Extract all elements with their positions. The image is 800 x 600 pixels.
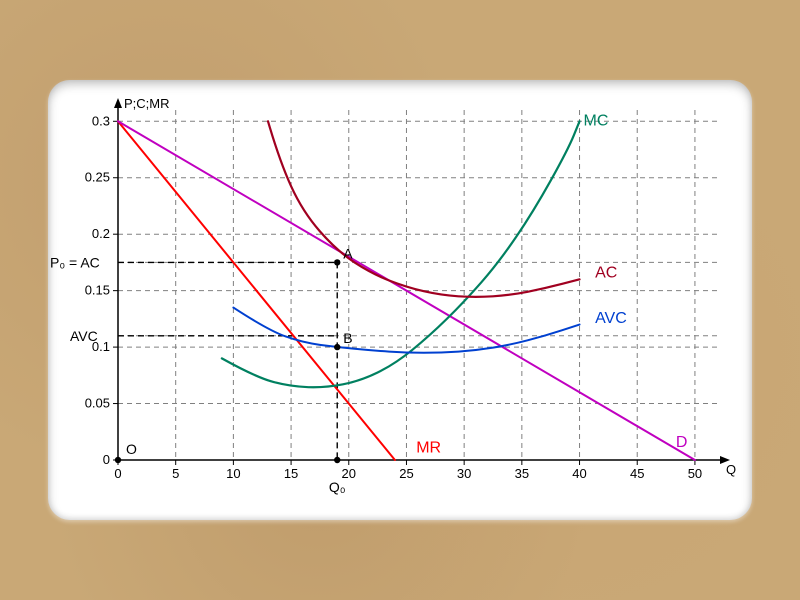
page-background: P;C;MRQ0510152025303540455000.050.10.150…: [0, 0, 800, 600]
q0-label: Q₀: [329, 479, 346, 495]
point-label-a: A: [343, 245, 353, 261]
x-tick-label: 30: [457, 466, 471, 481]
x-tick-label: 40: [572, 466, 586, 481]
x-tick-label: 35: [515, 466, 529, 481]
curve-label-avc: AVC: [595, 310, 627, 327]
x-tick-label: 0: [114, 466, 121, 481]
chart-panel: P;C;MRQ0510152025303540455000.050.10.150…: [48, 80, 752, 520]
point-a: [334, 259, 340, 265]
curve-label-mr: MR: [416, 440, 441, 457]
x-tick-label: 50: [688, 466, 702, 481]
y-tick-label: 0.25: [85, 170, 110, 185]
point-o: [115, 457, 121, 463]
x-tick-label: 10: [226, 466, 240, 481]
y-tick-label: 0.05: [85, 396, 110, 411]
x-tick-label: 15: [284, 466, 298, 481]
x-tick-label: 45: [630, 466, 644, 481]
point-b: [334, 344, 340, 350]
curve-label-d: D: [676, 434, 688, 451]
y-axis-label: P;C;MR: [124, 96, 170, 111]
point-label-b: B: [343, 330, 352, 346]
curve-label-mc: MC: [584, 112, 609, 129]
curve-label-ac: AC: [595, 265, 617, 282]
point-q0m: [334, 457, 340, 463]
y-tick-label: 0: [103, 452, 110, 467]
y-tick-label: 0.15: [85, 283, 110, 298]
y-tick-label: 0.2: [92, 226, 110, 241]
y-axis-arrow: [114, 98, 122, 108]
y-tick-label: 0.3: [92, 113, 110, 128]
x-axis-label: Q: [726, 462, 736, 477]
x-tick-label: 25: [399, 466, 413, 481]
side-label-avc: AVC: [70, 328, 98, 344]
economics-chart: P;C;MRQ0510152025303540455000.050.10.150…: [48, 80, 752, 520]
side-label-p0ac: P₀ = AC: [50, 254, 100, 270]
x-tick-label: 5: [172, 466, 179, 481]
point-label-o: O: [126, 441, 137, 457]
